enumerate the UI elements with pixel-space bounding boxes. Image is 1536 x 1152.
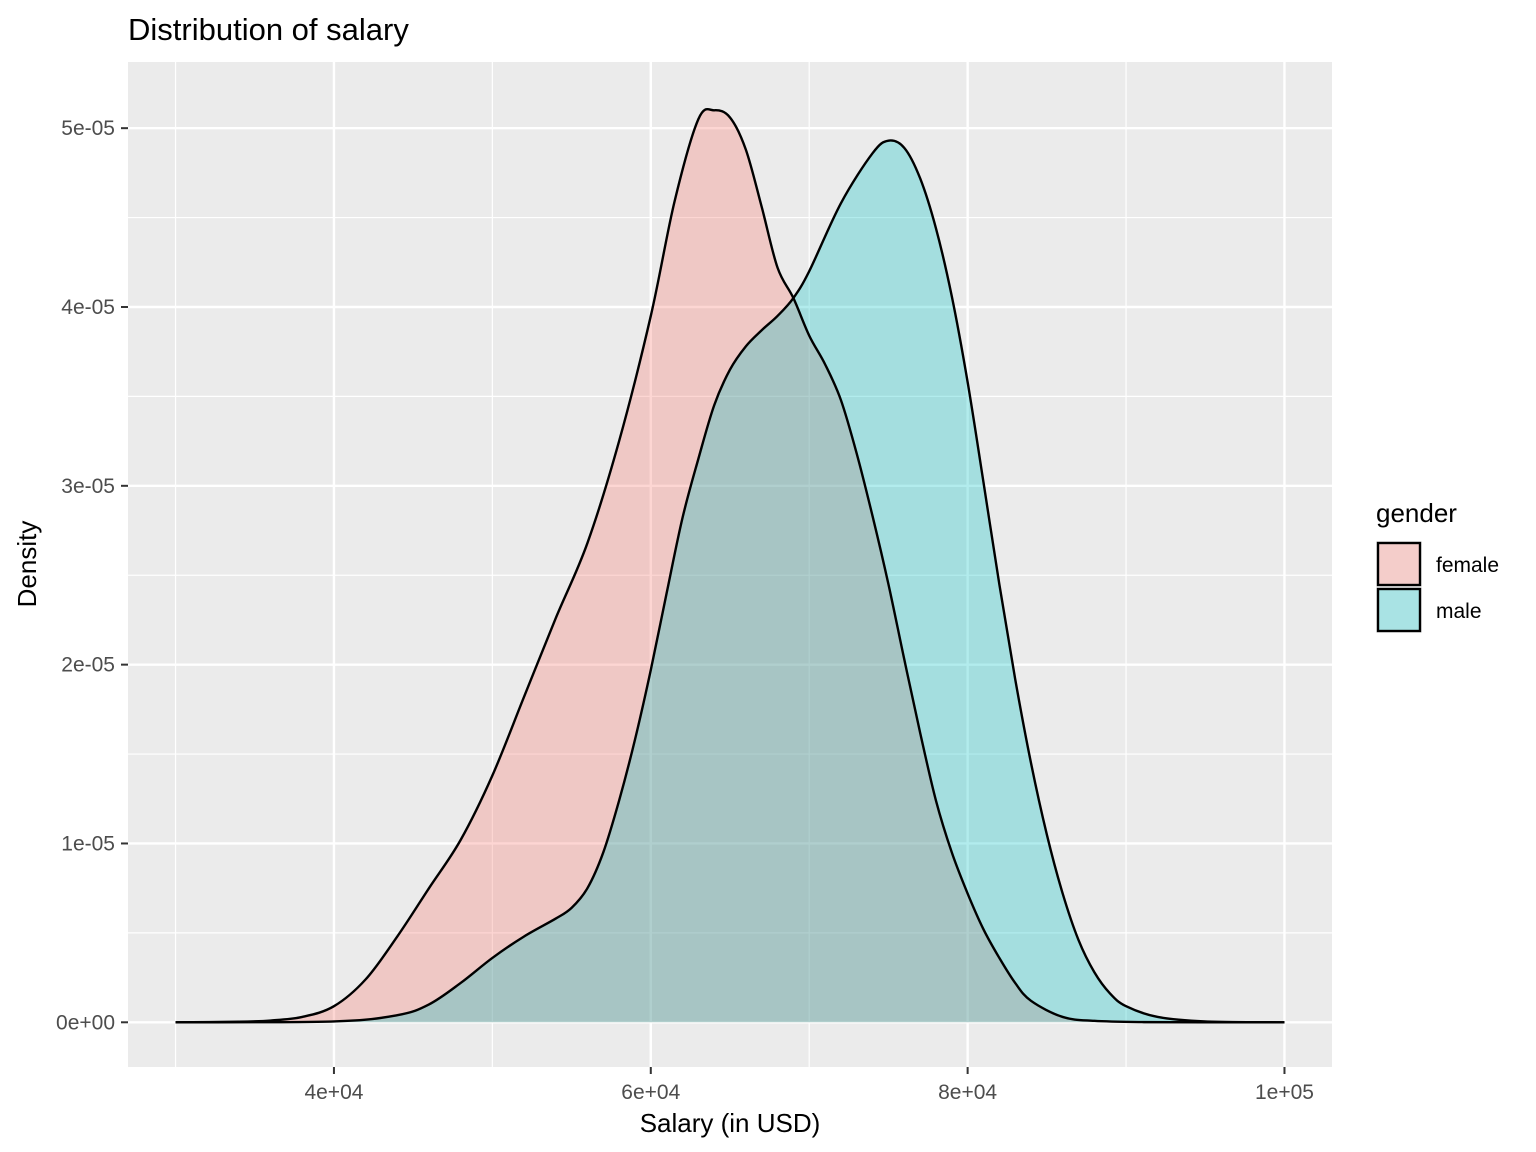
y-axis-title: Density <box>12 521 42 608</box>
y-tick-label: 3e-05 <box>61 475 115 498</box>
x-tick-label: 4e+04 <box>304 1081 363 1104</box>
x-tick-label: 1e+05 <box>1255 1081 1314 1104</box>
legend-key-bg <box>1376 541 1422 587</box>
y-tick-label: 5e-05 <box>61 117 115 140</box>
chart-title: Distribution of salary <box>128 12 409 47</box>
y-tick-label: 1e-05 <box>61 832 115 855</box>
legend-key-bg <box>1376 587 1422 633</box>
grid-minor <box>128 62 1332 1067</box>
legend-title: gender <box>1376 498 1457 528</box>
grid-major <box>128 62 1332 1067</box>
x-tick-label: 8e+04 <box>938 1081 997 1104</box>
density-area-male <box>175 140 1285 1023</box>
legend-label-male: male <box>1436 600 1482 623</box>
density-area-female <box>175 109 1285 1023</box>
y-tick-label: 4e-05 <box>61 296 115 319</box>
x-axis: 4e+04 6e+04 8e+04 1e+05 <box>304 1067 1314 1104</box>
plot-panel <box>128 62 1332 1067</box>
legend-label-female: female <box>1436 554 1499 577</box>
legend: gender female male <box>1376 498 1499 633</box>
x-tick-label: 6e+04 <box>621 1081 680 1104</box>
density-line-female <box>175 107 1285 1024</box>
y-axis: 0e+00 1e-05 2e-05 3e-05 4e-05 5e-05 <box>56 117 128 1034</box>
legend-key-female <box>1376 541 1422 587</box>
legend-items: female male <box>1376 541 1499 633</box>
density-series <box>175 107 1285 1024</box>
y-tick-label: 0e+00 <box>56 1011 115 1034</box>
legend-key-male <box>1376 587 1422 633</box>
y-tick-label: 2e-05 <box>61 654 115 677</box>
density-line-male <box>175 139 1285 1024</box>
x-axis-title: Salary (in USD) <box>640 1108 821 1138</box>
